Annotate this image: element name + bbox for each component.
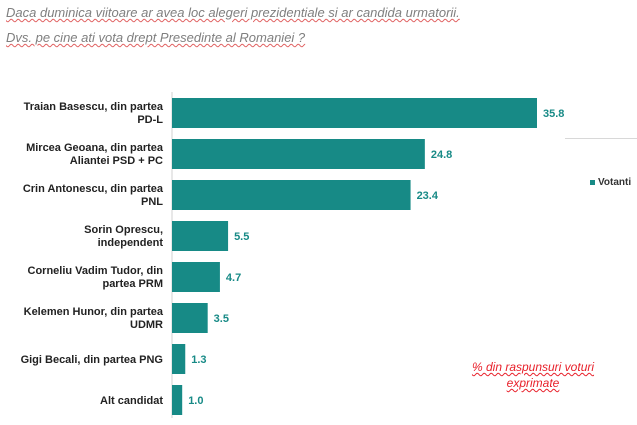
- value-label: 1.0: [188, 395, 203, 407]
- bar: [172, 221, 229, 251]
- value-label: 4.7: [226, 272, 241, 284]
- legend-swatch: [590, 180, 595, 185]
- value-label: 23.4: [417, 190, 439, 202]
- bar: [172, 262, 220, 292]
- bar: [172, 139, 425, 169]
- bar: [172, 98, 537, 128]
- category-label: Sorin Oprescu, independent: [84, 224, 163, 249]
- category-label: Traian Basescu, din partea PD-L: [24, 101, 164, 126]
- category-label: Corneliu Vadim Tudor, din partea PRM: [28, 265, 164, 290]
- note-line-1: % din raspunsuri voturi: [471, 360, 595, 374]
- category-label: Gigi Becali, din partea PNG: [21, 354, 163, 366]
- note-line-2: exprimate: [506, 376, 560, 390]
- question-line-1: Daca duminica viitoare ar avea loc alege…: [6, 5, 460, 20]
- value-label: 24.8: [431, 149, 452, 161]
- note-text: % din raspunsuri voturi exprimate: [468, 359, 598, 391]
- value-label: 35.8: [543, 108, 564, 120]
- value-label: 1.3: [191, 354, 206, 366]
- bar: [172, 180, 411, 210]
- legend-label: Votanti: [598, 177, 632, 188]
- category-label: Alt candidat: [100, 395, 163, 407]
- bar: [172, 344, 186, 374]
- category-label: Crin Antonescu, din partea PNL: [23, 183, 164, 208]
- category-label: Mircea Geoana, din partea Aliantei PSD + …: [26, 142, 164, 167]
- legend: Votanti: [590, 177, 631, 188]
- value-label: 5.5: [234, 231, 249, 243]
- chart-border-fragment: [565, 138, 637, 139]
- bar: [172, 385, 183, 415]
- value-label: 3.5: [214, 313, 229, 325]
- bar: [172, 303, 208, 333]
- category-label: Kelemen Hunor, din partea UDMR: [24, 306, 164, 331]
- question-line-2: Dvs. pe cine ati vota drept Presedinte a…: [6, 30, 306, 45]
